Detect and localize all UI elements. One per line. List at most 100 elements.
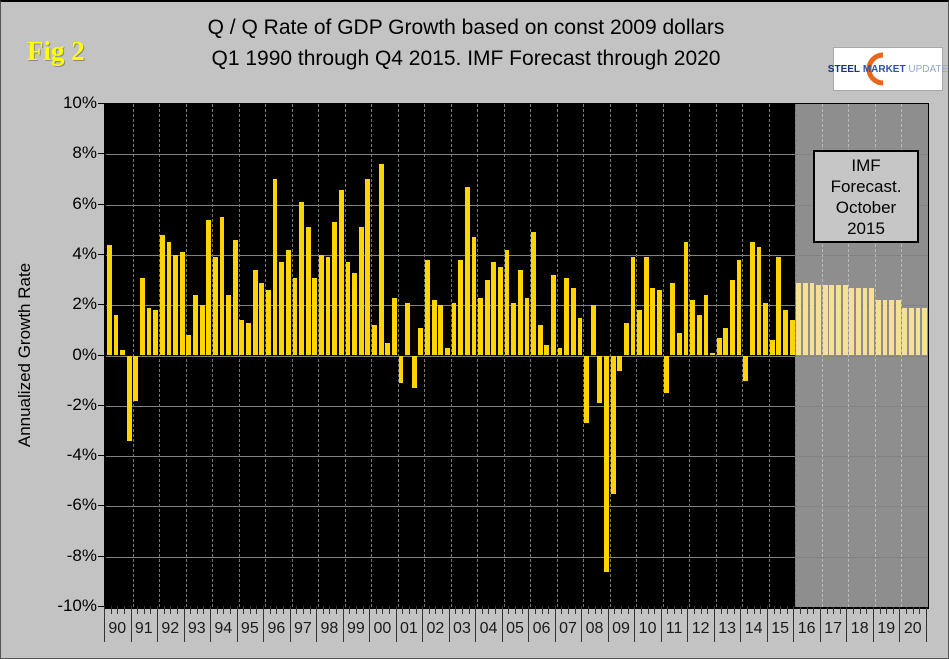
bar-02-q3 <box>438 305 444 356</box>
bar-13-q4 <box>736 259 742 356</box>
gridline-year-separator <box>583 104 585 607</box>
x-quarter-tick <box>329 606 331 614</box>
x-year-label: 18 <box>850 620 869 637</box>
x-quarter-tick <box>521 606 523 614</box>
x-year-separator <box>581 606 583 642</box>
gridline-year-separator <box>265 104 267 607</box>
x-quarter-tick <box>137 606 139 614</box>
bar-07-q1 <box>557 347 563 356</box>
x-quarter-tick <box>256 606 258 614</box>
x-quarter-tick <box>753 606 755 614</box>
x-quarter-tick <box>879 606 881 614</box>
bar-04-q3 <box>491 262 497 356</box>
gridline-horizontal <box>106 154 928 156</box>
x-quarter-tick <box>442 606 444 614</box>
bar-18-q1 <box>849 287 855 356</box>
gridline-year-separator <box>609 104 611 607</box>
bar-90-q3 <box>120 350 125 356</box>
x-quarter-tick <box>859 606 861 614</box>
bar-96-q4 <box>285 249 291 356</box>
gridline-year-separator <box>159 104 161 607</box>
y-tick-label: -8% <box>66 545 97 565</box>
x-quarter-tick <box>296 606 298 614</box>
x-quarter-tick <box>614 606 616 614</box>
bar-90-q1 <box>106 244 112 356</box>
bar-19-q4 <box>895 300 901 356</box>
bar-96-q2 <box>272 179 278 356</box>
bar-12-q3 <box>703 295 709 356</box>
x-quarter-tick <box>249 606 251 614</box>
bar-97-q1 <box>292 277 298 356</box>
x-year-separator <box>766 606 768 642</box>
bar-16-q1 <box>796 282 802 356</box>
bar-04-q2 <box>484 280 490 356</box>
y-tick-mark <box>98 354 104 356</box>
x-quarter-tick <box>269 606 271 614</box>
bar-92-q1 <box>159 234 165 356</box>
x-year-label: 92 <box>161 620 180 637</box>
bar-03-q4 <box>471 237 477 356</box>
logo-crescent-icon <box>866 52 884 86</box>
x-year-label: 10 <box>638 620 657 637</box>
bar-94-q4 <box>232 239 238 356</box>
x-year-separator <box>740 606 742 642</box>
x-year-separator <box>634 606 636 642</box>
bar-11-q1 <box>663 355 669 394</box>
x-year-separator <box>528 606 530 642</box>
bar-97-q3 <box>305 227 311 356</box>
gridline-year-separator <box>901 104 903 607</box>
bar-02-q1 <box>425 259 430 356</box>
x-year-label: 96 <box>267 620 286 637</box>
x-quarter-tick <box>786 606 788 614</box>
bar-96-q3 <box>279 262 285 356</box>
chart-title: Q / Q Rate of GDP Growth based on const … <box>116 12 816 74</box>
x-quarter-tick <box>402 606 404 614</box>
bar-94-q1 <box>212 257 218 356</box>
x-year-label: 14 <box>744 620 763 637</box>
x-year-label: 06 <box>532 620 551 637</box>
x-quarter-tick <box>912 606 914 614</box>
bar-99-q4 <box>365 179 371 356</box>
bar-01-q1 <box>398 355 404 384</box>
bar-13-q3 <box>730 280 735 356</box>
x-quarter-tick <box>110 606 112 614</box>
gridline-year-separator <box>795 104 797 607</box>
x-year-separator <box>369 606 371 642</box>
x-year-separator <box>501 606 503 642</box>
x-quarter-tick <box>733 606 735 614</box>
gridline-year-separator <box>821 104 823 607</box>
bar-17-q1 <box>822 285 828 356</box>
bar-11-q3 <box>677 332 682 356</box>
x-quarter-tick <box>568 606 570 614</box>
y-tick-label: 0% <box>72 344 97 364</box>
x-year-separator <box>395 606 397 642</box>
bar-98-q3 <box>332 222 338 356</box>
x-quarter-tick <box>587 606 589 614</box>
bar-99-q1 <box>345 262 351 356</box>
bar-91-q4 <box>153 310 159 356</box>
bar-17-q2 <box>829 285 835 356</box>
bar-17-q3 <box>836 285 841 356</box>
bar-06-q3 <box>544 345 550 356</box>
bar-97-q4 <box>312 277 318 356</box>
y-tick-label: -6% <box>66 495 97 515</box>
x-year-separator <box>183 606 185 642</box>
bar-91-q3 <box>146 307 152 356</box>
x-quarter-tick <box>150 606 152 614</box>
x-quarter-tick <box>309 606 311 614</box>
bar-19-q3 <box>889 300 894 356</box>
bar-01-q2 <box>405 302 411 356</box>
y-tick-mark <box>98 153 104 155</box>
gridline-year-separator <box>132 104 134 607</box>
gridline-horizontal <box>106 506 928 508</box>
y-tick-label: 8% <box>72 143 97 163</box>
bar-07-q2 <box>564 277 570 356</box>
x-quarter-tick <box>720 606 722 614</box>
x-quarter-tick <box>541 606 543 614</box>
gridline-year-separator <box>636 104 638 607</box>
y-tick-label: 4% <box>72 243 97 263</box>
x-year-separator <box>819 606 821 642</box>
x-quarter-tick <box>667 606 669 614</box>
x-quarter-tick <box>594 606 596 614</box>
x-quarter-tick <box>488 606 490 614</box>
